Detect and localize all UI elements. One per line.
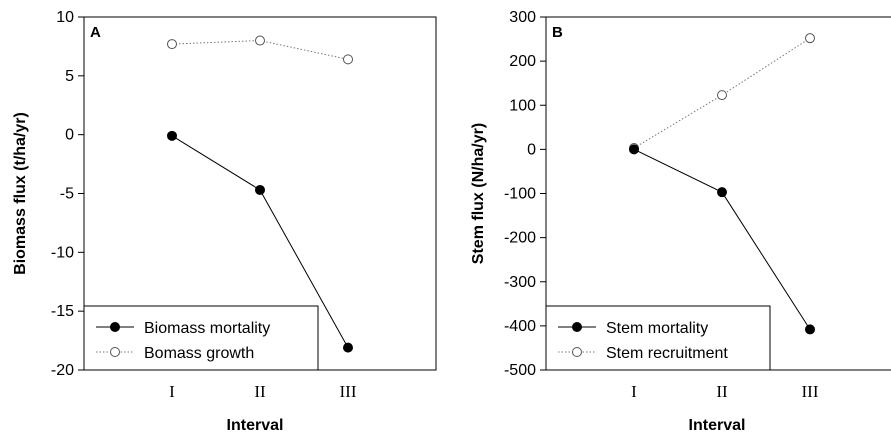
x-tick-label: III [802, 382, 819, 401]
data-point [805, 33, 815, 44]
x-tick-label: II [716, 382, 728, 401]
y-tick-label: 100 [509, 97, 536, 114]
legend-marker [110, 347, 120, 357]
y-tick-label: -20 [51, 362, 74, 379]
x-tick-label: III [340, 382, 357, 401]
x-axis-title: Interval [227, 417, 284, 434]
y-axis-title: Biomass flux (t/ha/yr) [12, 112, 29, 275]
y-tick-label: -500 [504, 362, 536, 379]
x-tick-label: I [631, 382, 637, 401]
legend-label: Stem recruitment [606, 345, 728, 362]
data-point [805, 324, 815, 335]
legend-marker [110, 322, 120, 332]
y-tick-label: -300 [504, 274, 536, 291]
x-axis-title: Interval [689, 417, 746, 434]
y-tick-label: 200 [509, 53, 536, 70]
x-tick-label: I [169, 382, 175, 401]
y-tick-label: -5 [60, 186, 74, 203]
panel-label: B [552, 24, 563, 41]
data-point [255, 184, 265, 195]
y-tick-label: 5 [65, 68, 74, 85]
x-tick-label: II [254, 382, 266, 401]
data-point [167, 39, 177, 50]
y-tick-label: 0 [65, 127, 74, 144]
data-point [167, 130, 177, 141]
y-tick-label: -200 [504, 230, 536, 247]
legend: Stem mortality Stem recruitment [545, 305, 771, 371]
y-tick-label: 10 [56, 9, 74, 26]
y-axis-title: Stem flux (N/ha/yr) [470, 123, 487, 264]
data-point [255, 35, 265, 46]
y-tick-label: -400 [504, 318, 536, 335]
series-line [633, 148, 811, 330]
data-point [629, 144, 639, 155]
data-point [717, 90, 727, 101]
legend-marker [572, 322, 582, 332]
data-point [343, 54, 353, 65]
legend-label: Stem mortality [606, 320, 708, 337]
y-tick-label: -100 [504, 186, 536, 203]
legend-marker [572, 347, 582, 357]
legend-label: Biomass mortality [144, 320, 270, 337]
y-tick-label: 300 [509, 9, 536, 26]
legend-label: Bomass growth [144, 345, 254, 362]
legend-box [545, 305, 771, 371]
y-tick-label: -15 [51, 303, 74, 320]
legend-box [83, 305, 319, 371]
data-point [717, 187, 727, 198]
legend: Biomass mortality Bomass growth [83, 305, 319, 371]
panel-label: A [90, 24, 101, 41]
y-tick-label: 0 [527, 141, 536, 158]
data-point [343, 342, 353, 353]
y-tick-label: -10 [51, 244, 74, 261]
